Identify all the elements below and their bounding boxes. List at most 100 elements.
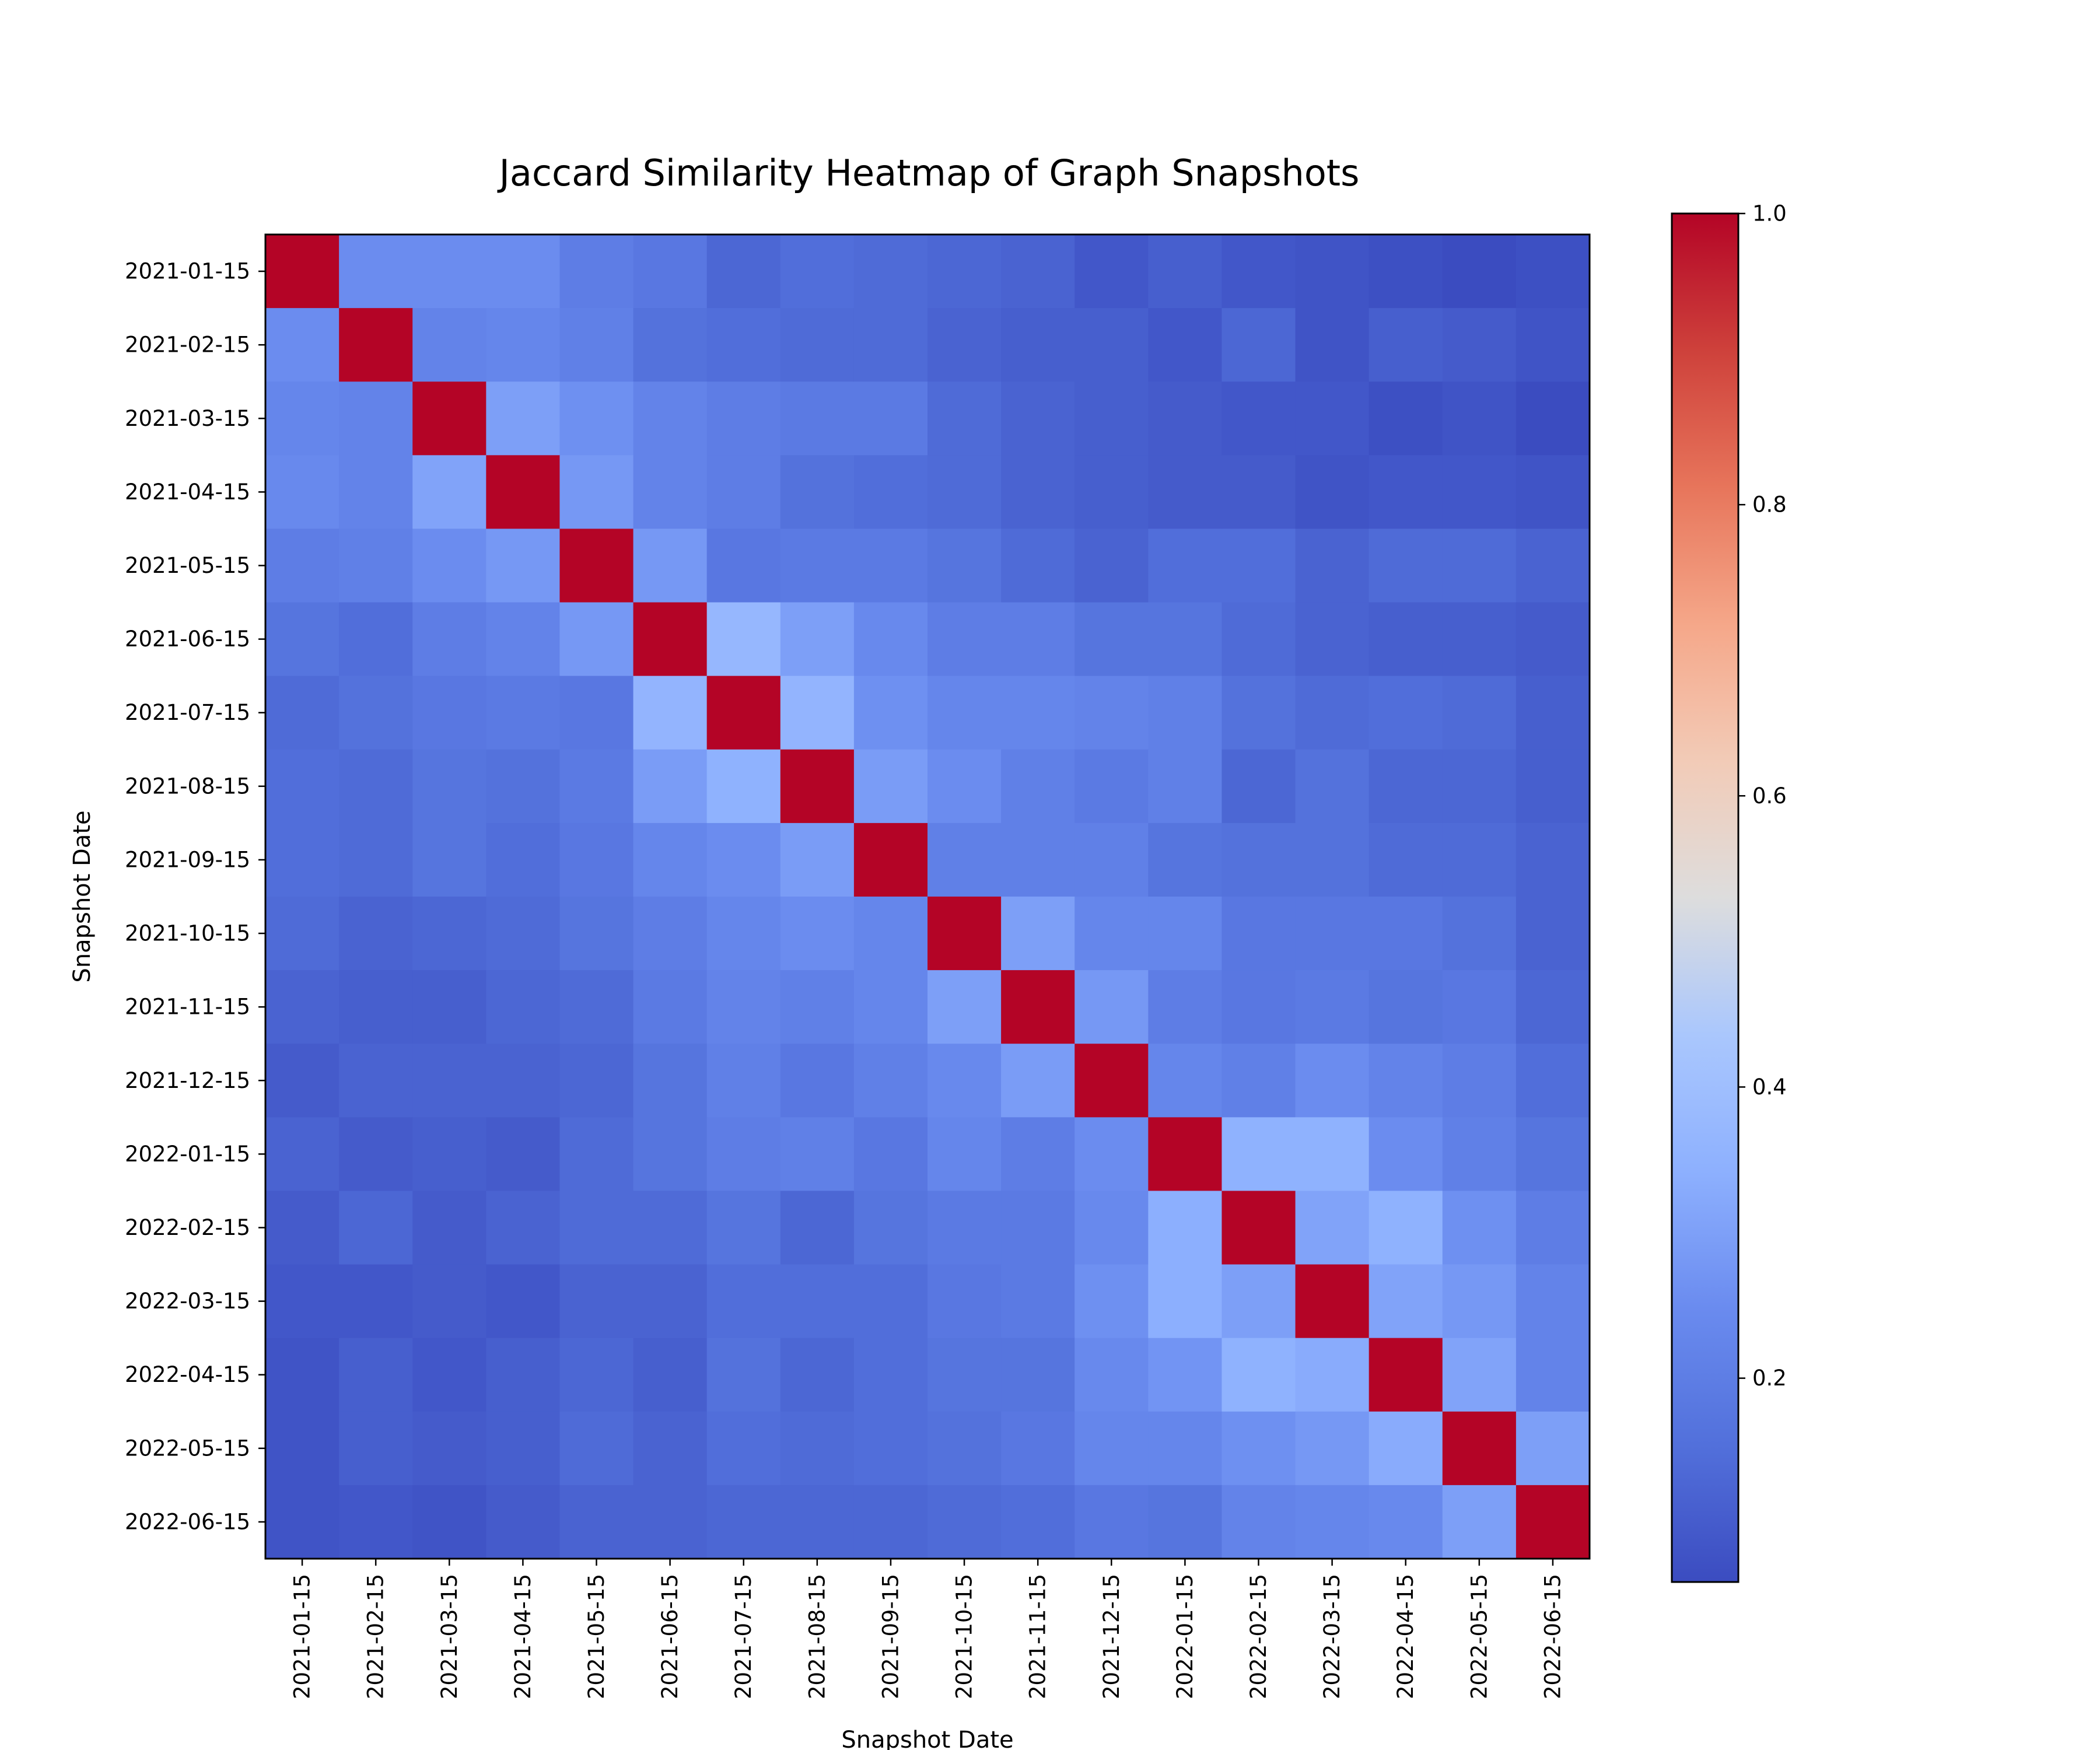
heatmap-cell bbox=[1148, 1117, 1223, 1192]
y-tick-label: 2022-01-15 bbox=[125, 1142, 250, 1167]
heatmap-cell bbox=[412, 602, 487, 677]
heatmap-cell bbox=[265, 1117, 340, 1192]
heatmap-cell bbox=[633, 602, 708, 677]
heatmap-cell bbox=[1222, 235, 1296, 309]
heatmap-cell bbox=[928, 1191, 1002, 1265]
heatmap-cell bbox=[412, 308, 487, 382]
heatmap-cell bbox=[1074, 970, 1149, 1044]
heatmap-cell bbox=[486, 822, 561, 897]
heatmap-cell bbox=[1516, 749, 1590, 824]
heatmap-cell bbox=[559, 1044, 634, 1118]
heatmap-cell bbox=[928, 308, 1002, 382]
heatmap-cell bbox=[1001, 382, 1075, 456]
heatmap-cell bbox=[780, 308, 855, 382]
heatmap-cell bbox=[1074, 602, 1149, 677]
heatmap-cell bbox=[1001, 1264, 1075, 1339]
heatmap-cell bbox=[1001, 455, 1075, 530]
heatmap-cell bbox=[928, 1411, 1002, 1486]
heatmap-cell bbox=[1368, 1338, 1443, 1412]
heatmap-cell bbox=[1001, 822, 1075, 897]
heatmap-cell bbox=[339, 897, 413, 971]
y-tick-label: 2021-10-15 bbox=[125, 921, 250, 946]
heatmap-cell bbox=[1516, 382, 1590, 456]
heatmap-cell bbox=[780, 970, 855, 1044]
heatmap-cell bbox=[1148, 528, 1223, 603]
heatmap-cell bbox=[1368, 455, 1443, 530]
heatmap-cell bbox=[1516, 676, 1590, 750]
heatmap-cell bbox=[1442, 308, 1517, 382]
heatmap-cell bbox=[412, 1338, 487, 1412]
heatmap-cell bbox=[1442, 382, 1517, 456]
heatmap-cell bbox=[1516, 235, 1590, 309]
heatmap-cell bbox=[1295, 897, 1370, 971]
heatmap-cell bbox=[780, 1411, 855, 1486]
heatmap-cell bbox=[1295, 602, 1370, 677]
heatmap-cell bbox=[486, 1338, 561, 1412]
heatmap-cell bbox=[486, 602, 561, 677]
heatmap-cell bbox=[486, 1044, 561, 1118]
y-tick-label: 2021-04-15 bbox=[125, 480, 250, 505]
heatmap-cell bbox=[1148, 897, 1223, 971]
colorbar-tick-label: 0.6 bbox=[1752, 783, 1787, 808]
heatmap-cell bbox=[1148, 676, 1223, 750]
heatmap-cell bbox=[1295, 1117, 1370, 1192]
y-tick-label: 2021-06-15 bbox=[125, 626, 250, 652]
chart-title: Jaccard Similarity Heatmap of Graph Snap… bbox=[497, 152, 1360, 194]
heatmap-cell bbox=[1148, 235, 1223, 309]
heatmap-cell bbox=[1516, 1191, 1590, 1265]
heatmap-cell bbox=[633, 1264, 708, 1339]
heatmap-cell bbox=[412, 676, 487, 750]
heatmap-cell bbox=[1148, 822, 1223, 897]
heatmap-cell bbox=[412, 749, 487, 824]
heatmap-cell bbox=[928, 970, 1002, 1044]
heatmap-cell bbox=[265, 1191, 340, 1265]
heatmap-cell bbox=[265, 1264, 340, 1339]
y-tick-label: 2021-09-15 bbox=[125, 847, 250, 872]
heatmap-cell bbox=[1295, 308, 1370, 382]
heatmap-cell bbox=[1368, 897, 1443, 971]
y-tick-label: 2021-05-15 bbox=[125, 553, 250, 578]
heatmap-cell bbox=[1368, 1485, 1443, 1559]
heatmap-cell bbox=[706, 897, 781, 971]
heatmap-cell bbox=[1516, 528, 1590, 603]
heatmap-cell bbox=[1516, 1485, 1590, 1559]
heatmap-cell bbox=[706, 235, 781, 309]
heatmap-cell bbox=[1368, 822, 1443, 897]
heatmap-cell bbox=[1442, 676, 1517, 750]
heatmap-cell bbox=[412, 1191, 487, 1265]
y-tick-label: 2021-11-15 bbox=[125, 995, 250, 1020]
heatmap-cell bbox=[339, 382, 413, 456]
heatmap-cell bbox=[1442, 749, 1517, 824]
heatmap-cell bbox=[1368, 1117, 1443, 1192]
heatmap-cell bbox=[853, 676, 928, 750]
heatmap-cell bbox=[1368, 1411, 1443, 1486]
x-tick-label: 2022-04-15 bbox=[1393, 1574, 1418, 1699]
heatmap-cell bbox=[633, 1044, 708, 1118]
heatmap-cell bbox=[1148, 308, 1223, 382]
heatmap-cell bbox=[1148, 970, 1223, 1044]
heatmap-cell bbox=[1001, 1117, 1075, 1192]
heatmap-cell bbox=[1222, 676, 1296, 750]
heatmap-cell bbox=[486, 1117, 561, 1192]
x-tick-label: 2021-05-15 bbox=[584, 1574, 609, 1699]
heatmap-cell bbox=[265, 382, 340, 456]
heatmap-cell bbox=[633, 382, 708, 456]
heatmap-cell bbox=[486, 897, 561, 971]
heatmap-cell bbox=[1001, 1485, 1075, 1559]
heatmap-cell bbox=[559, 308, 634, 382]
heatmap-cell bbox=[1074, 822, 1149, 897]
heatmap-cell bbox=[853, 1411, 928, 1486]
y-tick-label: 2021-03-15 bbox=[125, 406, 250, 431]
heatmap-cell bbox=[1222, 602, 1296, 677]
heatmap-cell bbox=[1442, 1044, 1517, 1118]
heatmap-cell bbox=[339, 602, 413, 677]
heatmap-cell bbox=[780, 749, 855, 824]
heatmap-cell bbox=[559, 676, 634, 750]
heatmap-cell bbox=[633, 1338, 708, 1412]
heatmap-cell bbox=[780, 235, 855, 309]
heatmap-cell bbox=[339, 1338, 413, 1412]
heatmap-cell bbox=[633, 1191, 708, 1265]
heatmap-cell bbox=[1368, 382, 1443, 456]
heatmap-cell bbox=[1295, 235, 1370, 309]
x-tick-label: 2021-10-15 bbox=[952, 1574, 977, 1699]
